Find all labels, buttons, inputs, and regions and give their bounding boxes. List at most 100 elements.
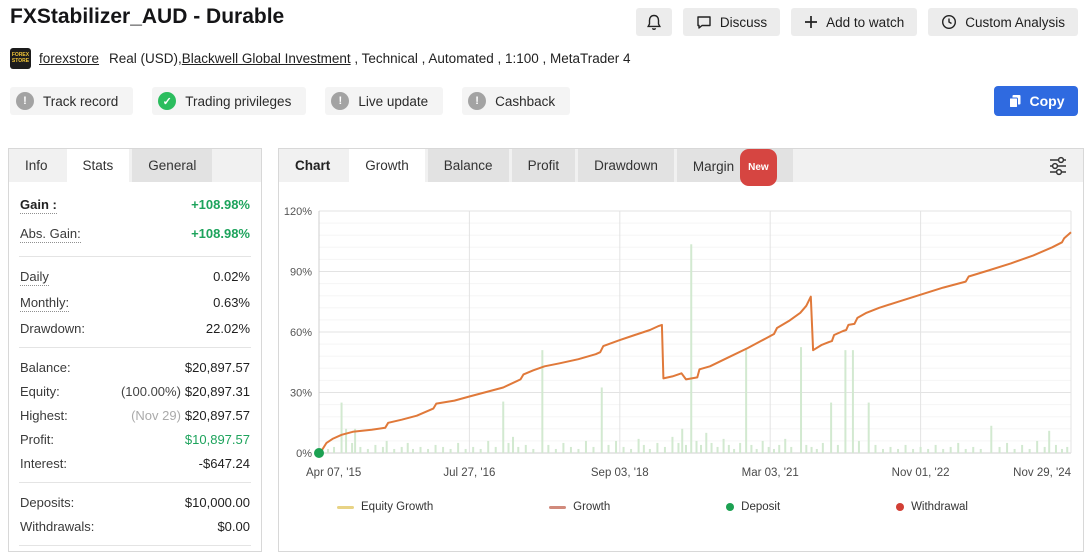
stat-value: (100.00%) $20,897.31 [120, 383, 250, 399]
tab-profit[interactable]: Profit [511, 149, 576, 182]
stat-value: +108.98% [191, 197, 250, 212]
stat-label[interactable]: Abs. Gain: [20, 226, 81, 243]
stat-label: Deposits: [20, 494, 75, 510]
forexstore-avatar[interactable]: FOREX STORE [10, 48, 31, 69]
svg-text:90%: 90% [290, 267, 312, 279]
stat-row: Abs. Gain: +108.98% [20, 220, 250, 249]
tab-margin[interactable]: Margin New [676, 149, 793, 186]
stat-row: Withdrawals: $0.00 [20, 514, 250, 538]
legend-label: Withdrawal [911, 501, 968, 513]
add-to-watch-button[interactable]: Add to watch [791, 8, 918, 36]
add-to-watch-label: Add to watch [826, 14, 905, 30]
trading-privileges-label: Trading privileges [185, 93, 292, 109]
legend-item-equity-growth[interactable]: Equity Growth [337, 501, 433, 513]
svg-text:Sep 03, '18: Sep 03, '18 [591, 467, 649, 479]
tab-chart[interactable]: Chart [295, 158, 331, 173]
legend-item-withdrawal[interactable]: Withdrawal [896, 501, 968, 513]
trading-privileges-badge[interactable]: ✓ Trading privileges [152, 87, 307, 115]
stat-label: Interest: [20, 455, 67, 471]
stat-label[interactable]: Daily [20, 268, 49, 286]
info-icon: ! [331, 92, 350, 110]
account-row: FOREX STORE forexstore Real (USD), Blackw… [10, 48, 631, 69]
notifications-button[interactable] [635, 8, 672, 36]
copy-icon [1008, 94, 1020, 108]
stats-tab-strip: Info Stats General [9, 149, 261, 182]
live-update-badge[interactable]: ! Live update [325, 87, 444, 115]
account-type: Real (USD), [109, 51, 182, 66]
chart-tab-strip: Chart Growth Balance Profit Drawdown Mar… [279, 149, 1083, 186]
stat-row: Monthly: 0.63% [20, 290, 250, 316]
stat-row: Gain : +108.98% [20, 191, 250, 220]
clock-icon [942, 14, 957, 30]
legend-label: Growth [573, 501, 611, 513]
copy-label: Copy [1029, 93, 1065, 109]
stat-value: 22.02% [205, 320, 250, 336]
top-actions: Discuss Add to watch Custom Analysis [635, 8, 1078, 36]
chart-settings-button[interactable] [1047, 156, 1069, 181]
chart-card: Chart Growth Balance Profit Drawdown Mar… [278, 148, 1084, 552]
sliders-icon [1050, 156, 1066, 176]
owner-link[interactable]: forexstore [39, 51, 100, 66]
stat-label[interactable]: Gain : [20, 197, 57, 214]
broker-link[interactable]: Blackwell Global Investment [181, 51, 351, 66]
divider [19, 545, 251, 546]
stat-row: Drawdown: 22.02% [20, 316, 250, 340]
stat-value-prefix: (100.00%) [120, 383, 181, 399]
legend-item-growth[interactable]: Growth [549, 501, 610, 513]
tab-drawdown[interactable]: Drawdown [578, 149, 674, 182]
discuss-button[interactable]: Discuss [682, 8, 781, 36]
stat-value: $20,897.57 [184, 359, 250, 375]
stats-body: Gain : +108.98% Abs. Gain: +108.98% Daily 0.0… [9, 182, 261, 552]
copy-button[interactable]: Copy [994, 86, 1078, 116]
stat-label[interactable]: Monthly: [20, 294, 70, 312]
cashback-label: Cashback [495, 93, 556, 109]
legend-item-deposit[interactable]: Deposit [726, 501, 780, 513]
svg-text:Nov 01, '22: Nov 01, '22 [892, 467, 950, 479]
legend-label: Equity Growth [361, 501, 434, 513]
info-icon: ! [16, 92, 34, 110]
divider [19, 347, 251, 348]
stat-value: 0.63% [213, 294, 250, 310]
stat-row: Deposits: $10,000.00 [20, 490, 250, 514]
stat-label: Profit: [20, 431, 54, 447]
badge-row: ! Track record ✓ Trading privileges ! Li… [10, 87, 571, 115]
divider [19, 482, 251, 483]
stat-label: Withdrawals: [20, 518, 95, 534]
legend-label: Deposit [741, 501, 781, 513]
discuss-label: Discuss [719, 14, 768, 30]
stat-value: +108.98% [191, 226, 250, 241]
cashback-badge[interactable]: ! Cashback [462, 87, 571, 115]
info-icon: ! [468, 92, 487, 110]
svg-text:0%: 0% [296, 448, 312, 460]
tab-balance[interactable]: Balance [427, 149, 509, 182]
stat-label: Highest: [20, 407, 68, 423]
divider [19, 256, 251, 257]
legend-swatch [896, 503, 905, 511]
legend-swatch [726, 503, 735, 511]
svg-text:Nov 29, '24: Nov 29, '24 [1013, 467, 1071, 479]
tab-stats[interactable]: Stats [66, 149, 130, 182]
speech-bubble-icon [697, 15, 711, 29]
chart-legend: Equity Growth Growth Deposit Withdrawal [337, 501, 968, 513]
svg-text:30%: 30% [290, 388, 312, 400]
stat-value-prefix: (Nov 29) [131, 407, 181, 423]
stat-value: $10,897.57 [184, 431, 250, 447]
stat-row: Balance: $20,897.57 [20, 355, 250, 379]
stat-value: 0.02% [213, 268, 250, 284]
activity-bars [327, 244, 1069, 453]
track-record-badge[interactable]: ! Track record [10, 87, 134, 115]
tab-growth[interactable]: Growth [349, 149, 425, 182]
custom-analysis-button[interactable]: Custom Analysis [928, 8, 1078, 36]
stat-label: Balance: [20, 359, 71, 375]
check-icon: ✓ [158, 92, 177, 110]
tab-info[interactable]: Info [25, 158, 48, 173]
stat-row: Profit: $10,897.57 [20, 427, 250, 451]
account-details: , Technical , Automated , 1:100 , MetaTr… [350, 51, 631, 66]
stat-value: $10,000.00 [184, 494, 250, 510]
stat-label: Drawdown: [20, 320, 86, 336]
growth-chart[interactable]: 0% 30% 60% 90% 120% Apr 07, '15 Jul 27, '16 Sep… [279, 183, 1085, 483]
svg-text:120%: 120% [284, 206, 312, 218]
tab-general[interactable]: General [132, 149, 213, 182]
stat-label: Equity: [20, 383, 60, 399]
growth-line [318, 231, 1072, 454]
